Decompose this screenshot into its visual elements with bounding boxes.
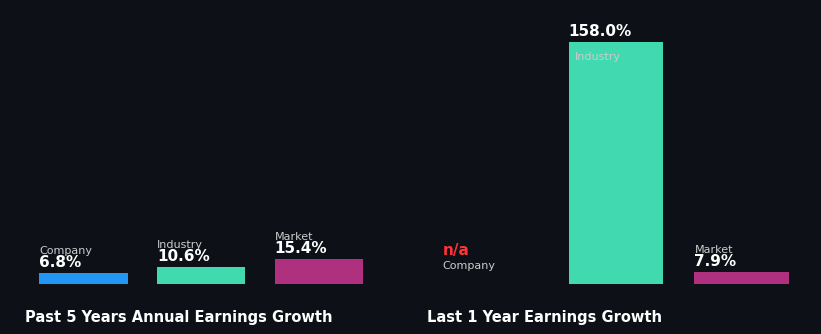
Text: Past 5 Years Annual Earnings Growth: Past 5 Years Annual Earnings Growth	[25, 310, 333, 325]
Text: 158.0%: 158.0%	[568, 24, 632, 39]
Text: 10.6%: 10.6%	[157, 249, 210, 264]
Text: 15.4%: 15.4%	[275, 241, 328, 256]
Text: 7.9%: 7.9%	[695, 254, 736, 269]
Bar	[695, 272, 789, 284]
Bar	[275, 259, 363, 284]
Text: Market: Market	[275, 232, 313, 242]
Bar	[157, 267, 245, 284]
Text: 6.8%: 6.8%	[39, 255, 81, 270]
Text: n/a: n/a	[443, 243, 470, 258]
Bar	[39, 273, 127, 284]
Text: Company: Company	[39, 246, 92, 256]
Text: Industry: Industry	[575, 52, 621, 62]
Text: Industry: Industry	[157, 240, 203, 250]
Text: Last 1 Year Earnings Growth: Last 1 Year Earnings Growth	[427, 310, 662, 325]
Text: Company: Company	[443, 261, 496, 271]
Bar	[568, 42, 663, 284]
Text: Market: Market	[695, 245, 733, 255]
